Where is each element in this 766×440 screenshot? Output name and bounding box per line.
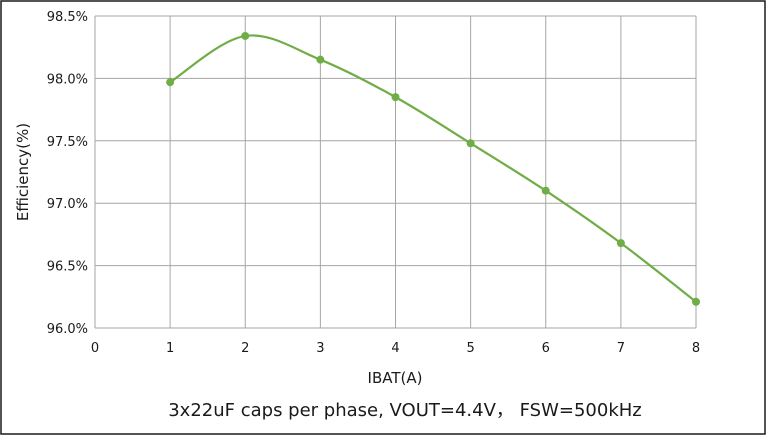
data-point bbox=[241, 31, 250, 40]
y-tick-label: 98.5% bbox=[47, 10, 88, 25]
data-point bbox=[616, 239, 625, 248]
x-tick-label: 2 bbox=[241, 341, 249, 356]
x-tick-label: 7 bbox=[617, 341, 625, 356]
x-tick-label: 3 bbox=[316, 341, 324, 356]
grid bbox=[94, 15, 697, 329]
y-tick-label: 97.0% bbox=[47, 197, 88, 212]
data-point bbox=[692, 297, 700, 306]
y-tick-label: 98.0% bbox=[47, 72, 88, 87]
series bbox=[166, 31, 700, 306]
data-point bbox=[316, 55, 325, 64]
series-line bbox=[169, 34, 697, 303]
data-point bbox=[391, 93, 400, 102]
x-tick-label: 5 bbox=[466, 341, 474, 356]
y-tick-label: 96.5% bbox=[47, 260, 88, 275]
x-tick-label: 4 bbox=[391, 341, 399, 356]
data-point bbox=[466, 139, 475, 148]
y-tick-label: 97.5% bbox=[47, 135, 88, 150]
x-tick-label: 6 bbox=[542, 341, 550, 356]
tick-labels: 96.0% 96.5% 97.0% 97.5% 98.0% 98.5% 0 1 2 3 4 5 6 7 8 bbox=[47, 10, 700, 356]
y-axis-title: Efficiency(%) bbox=[14, 123, 32, 221]
chart-caption: 3x22uF caps per phase, VOUT=4.4V， FSW=50… bbox=[168, 400, 642, 421]
y-tick-label: 96.0% bbox=[47, 322, 88, 337]
x-axis-title: IBAT(A) bbox=[368, 369, 423, 387]
data-point bbox=[541, 186, 550, 195]
x-tick-label: 8 bbox=[692, 341, 700, 356]
data-point bbox=[166, 78, 175, 87]
x-tick-label: 0 bbox=[91, 341, 99, 356]
x-tick-label: 1 bbox=[166, 341, 174, 356]
